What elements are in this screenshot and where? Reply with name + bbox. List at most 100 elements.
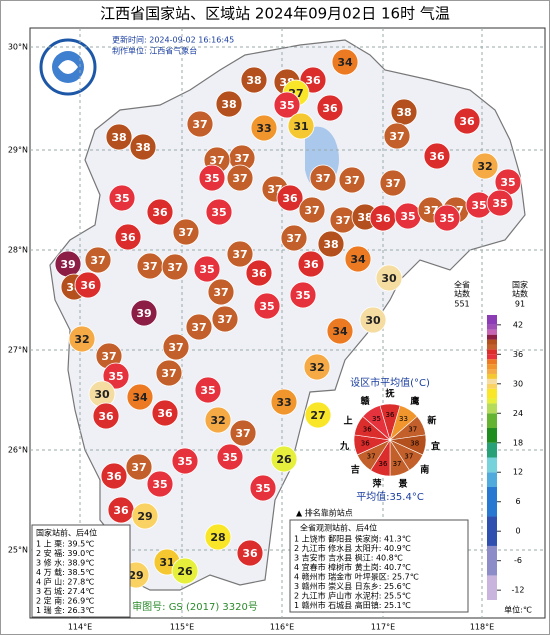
station-value: 37 <box>131 461 146 474</box>
pie-city: 吉 <box>351 464 360 476</box>
colorbar-band <box>487 413 497 429</box>
pie-title: 设区市平均值(°C) <box>350 376 430 389</box>
station-value: 31 <box>159 556 174 569</box>
colorbar-band <box>487 516 497 546</box>
colorbar-label: 6 <box>515 497 520 506</box>
lon-label: 114°E <box>68 623 92 632</box>
station-value: 37 <box>344 174 359 187</box>
pie-city: 萍 <box>373 478 382 490</box>
pie-value: 37 <box>367 452 376 460</box>
station-value: 36 <box>120 231 136 244</box>
station-value: 38 <box>396 106 411 119</box>
station-value: 37 <box>101 350 116 363</box>
station-value: 32 <box>477 160 492 173</box>
station-value: 29 <box>137 510 152 523</box>
pie-city: 宜 <box>431 440 440 452</box>
station-value: 29 <box>128 569 143 582</box>
station-value: 35 <box>259 300 274 313</box>
lat-label: 28°N <box>8 246 28 255</box>
colorbar-band <box>487 349 497 355</box>
colorbar-band <box>487 545 497 576</box>
station-bubble <box>338 166 366 194</box>
station-value: 36 <box>282 192 298 205</box>
station-value: 37 <box>335 214 350 227</box>
pie-value: 36 <box>386 411 395 419</box>
station-bubble <box>68 325 96 353</box>
station-bubble <box>126 383 154 411</box>
station-bubble <box>273 91 301 119</box>
station-value: 30 <box>381 272 397 285</box>
station-value: 35 <box>114 192 129 205</box>
station-bubble <box>215 90 243 118</box>
station-value: 33 <box>276 396 291 409</box>
station-bubble <box>161 253 189 281</box>
colorbar-caption: 站数 <box>454 289 470 299</box>
colorbar-band <box>487 388 497 399</box>
station-value: 32 <box>74 333 89 346</box>
station-value: 33 <box>256 122 271 135</box>
colorbar-band <box>487 373 497 379</box>
lat-label: 30°N <box>8 43 28 52</box>
pie-value: 38 <box>410 440 419 448</box>
pie-value: 36 <box>363 426 372 434</box>
station-bubble <box>289 281 317 309</box>
station-value: 27 <box>310 409 325 422</box>
station-bubble <box>298 196 326 224</box>
station-bubble <box>375 264 403 292</box>
pie-average: 平均值:35.4°C <box>356 490 424 503</box>
station-value: 34 <box>337 56 353 69</box>
station-value: 37 <box>232 172 247 185</box>
station-bubble <box>304 401 332 429</box>
national-rank-row: 4 庐 山: 27.8℃ <box>36 577 94 587</box>
station-bubble <box>240 66 268 94</box>
station-value: 38 <box>323 238 338 251</box>
update-time: 更新时间: 2024-09-02 16:16:45 <box>112 35 234 45</box>
station-bubble <box>205 198 233 226</box>
station-bubble <box>253 292 281 320</box>
station-bubble <box>287 112 315 140</box>
pie-value: 36 <box>378 460 387 468</box>
station-bubble <box>309 164 337 192</box>
station-value: 37 <box>286 232 301 245</box>
station-value: 36 <box>152 206 168 219</box>
lon-label: 115°E <box>170 623 194 632</box>
colorbar-band <box>487 472 497 487</box>
colorbar-band <box>487 378 497 384</box>
station-value: 34 <box>350 253 366 266</box>
station-bubble <box>226 164 254 192</box>
station-value: 36 <box>80 279 96 292</box>
station-bubble <box>317 230 345 258</box>
station-bubble <box>211 305 239 333</box>
station-bubble <box>146 470 174 498</box>
national-rank-row: 2 安 福: 39.0℃ <box>36 548 94 558</box>
station-bubble <box>297 250 325 278</box>
station-bubble <box>130 299 158 327</box>
station-value: 35 <box>492 197 507 210</box>
province <box>49 39 526 591</box>
station-value: 36 <box>251 267 267 280</box>
all-rank: ▲ 排名靠前站点 全省观测站前、后4位 <box>289 508 469 613</box>
colorbar-label: -6 <box>514 556 522 565</box>
national-count: 91 <box>515 300 525 309</box>
station-bubble <box>250 114 278 142</box>
station-bubble <box>270 445 298 473</box>
station-value: 38 <box>246 74 261 87</box>
station-bubble <box>74 271 102 299</box>
colorbar-label: -12 <box>511 586 524 595</box>
pie-city: 鹰 <box>410 395 419 407</box>
station-value: 34 <box>132 391 148 404</box>
all-rank-row: 4 宜春市 樟树市 黄土岗: 40.7℃ <box>294 562 411 572</box>
station-value: 32 <box>309 361 324 374</box>
station-bubble <box>383 122 411 150</box>
all-rank-row: 2 九江市 修水县 太阳升: 40.9℃ <box>294 543 411 553</box>
pie-panel: 设区市平均值(°C) 平均值:35.4°C <box>350 376 430 503</box>
all-rank-row: 1 上饶市 鄱阳县 侯家岗: 41.3℃ <box>294 534 411 544</box>
colorbar-band <box>487 398 497 404</box>
station-value: 35 <box>108 370 123 383</box>
station-bubble <box>162 333 190 361</box>
unit: 单位:℃ <box>504 605 532 615</box>
national-rank-row: 1 瑞 金: 26.3℃ <box>36 605 94 615</box>
pie-value: 37 <box>408 426 417 434</box>
pie-value: 37 <box>404 452 413 460</box>
